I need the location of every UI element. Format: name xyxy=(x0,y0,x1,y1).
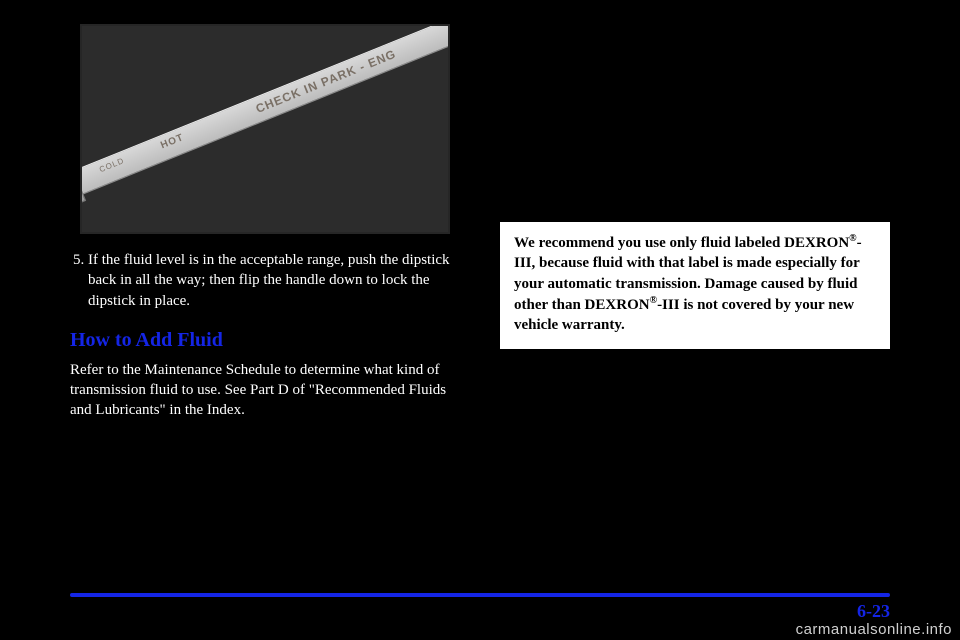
instruction-item-5: If the fluid level is in the acceptable … xyxy=(88,250,460,311)
registered-icon-1: ® xyxy=(849,233,856,244)
watermark-text: carmanualsonline.info xyxy=(796,621,952,638)
page-footer: 6-23 xyxy=(70,593,890,622)
left-column: COLD HOT CHECK IN PARK - ENG If the flui… xyxy=(70,24,460,421)
left-paragraph-1: Refer to the Maintenance Schedule to det… xyxy=(70,360,460,421)
instruction-list: If the fluid level is in the acceptable … xyxy=(70,250,460,311)
registered-icon-2: ® xyxy=(650,295,657,306)
notice-box: NOTICE: We recommend you use only fluid … xyxy=(500,222,890,349)
dipstick-tip xyxy=(80,164,86,213)
dexron-iii-suffix-2 xyxy=(657,297,680,313)
footer-rule xyxy=(70,593,890,597)
dipstick-check-label: CHECK IN PARK - ENG xyxy=(254,47,398,116)
right-column: Add fluid only after checking the transm… xyxy=(500,24,890,421)
notice-body-a: We recommend you use only fluid labeled … xyxy=(514,235,849,251)
dipstick-cold-label: COLD xyxy=(98,156,126,174)
subhead-how-to-add-fluid: How to Add Fluid xyxy=(70,329,460,352)
page-number: 6-23 xyxy=(857,601,890,621)
dipstick-illustration: COLD HOT CHECK IN PARK - ENG xyxy=(80,24,450,201)
notice-body: We recommend you use only fluid labeled … xyxy=(514,232,876,335)
dipstick-hot-label: HOT xyxy=(159,132,185,151)
dipstick-photo: COLD HOT CHECK IN PARK - ENG xyxy=(80,24,450,234)
